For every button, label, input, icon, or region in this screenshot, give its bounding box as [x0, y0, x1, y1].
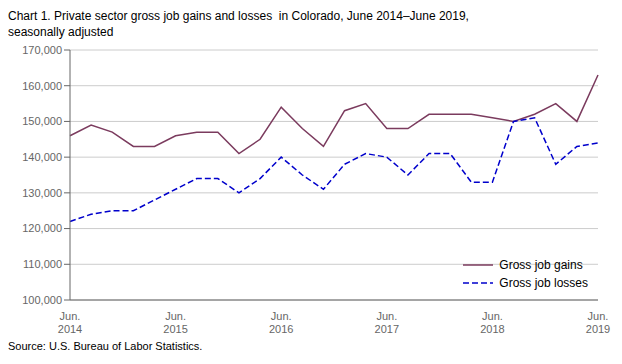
svg-text:Jun.2014: Jun.2014: [58, 310, 82, 335]
svg-text:140,000: 140,000: [22, 151, 62, 163]
svg-text:100,000: 100,000: [22, 294, 62, 306]
svg-text:Jun.2018: Jun.2018: [480, 310, 504, 335]
svg-text:130,000: 130,000: [22, 187, 62, 199]
svg-text:Jun.2015: Jun.2015: [163, 310, 187, 335]
svg-text:120,000: 120,000: [22, 222, 62, 234]
svg-text:150,000: 150,000: [22, 115, 62, 127]
svg-text:110,000: 110,000: [23, 258, 62, 270]
html-text:Gross job gains: Gross job gains: [499, 258, 583, 272]
html-text:Source: U.S. Bureau of Labor S: Source: U.S. Bureau of Labor Statistics.: [8, 340, 203, 352]
svg-text:170,000: 170,000: [22, 44, 62, 56]
svg-text:Jun.2019: Jun.2019: [586, 310, 610, 335]
svg-text:Jun.2017: Jun.2017: [375, 310, 399, 335]
svg-text:160,000: 160,000: [22, 80, 62, 92]
html-text:Chart 1. Private sector gross: Chart 1. Private sector gross job gains …: [8, 9, 469, 39]
html-text:Gross job losses: Gross job losses: [499, 276, 588, 290]
svg-text:Jun.2016: Jun.2016: [269, 310, 293, 335]
